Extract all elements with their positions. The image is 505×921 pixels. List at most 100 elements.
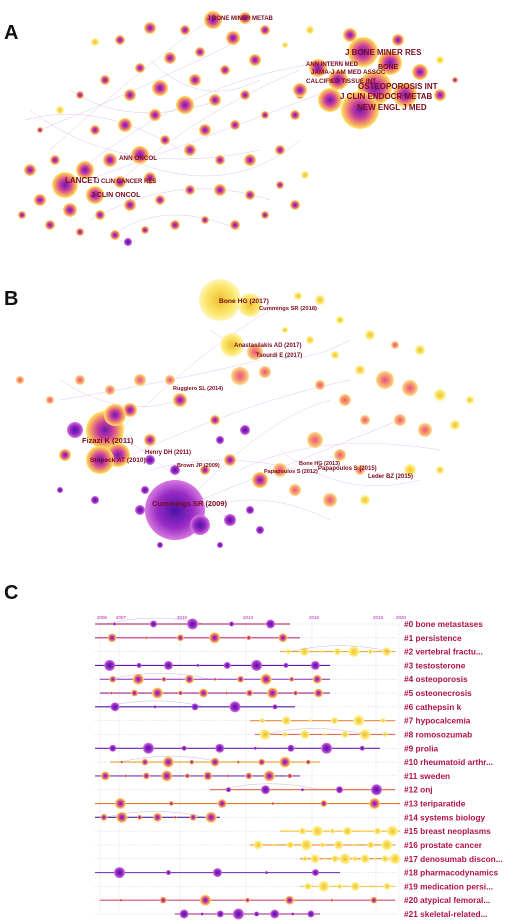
node-label: LANCET [65,176,98,185]
node-label: ANN ONCOL [119,155,157,162]
cluster-label: #9 prolia [404,743,439,753]
node-label: Brown JP (2009) [177,463,220,469]
row-node [110,702,120,712]
cluster-label: #5 osteonecrosis [404,688,472,698]
row-node [286,829,289,833]
cluster-label: #7 hypocalcemia [404,716,471,726]
row-node [331,855,339,863]
row-node [187,618,198,630]
row-node [353,843,357,847]
row-node [300,729,310,739]
row-node [318,880,330,892]
row-node [100,771,110,781]
row-node [161,770,173,782]
cluster-label: #2 vertebral fractu... [404,647,483,657]
row-node [162,756,174,768]
row-node [336,786,343,794]
panel-a-labels: J BONE MINER METAB J BONE MINER RES BONE… [65,16,438,199]
node-label: NEW ENGL J MED [357,103,427,112]
row-node [380,718,386,724]
row-node [196,663,200,667]
row-node [229,701,241,713]
row-node [367,649,373,655]
row-node [232,908,244,920]
cluster-label: #18 pharmacodynamics [404,868,498,878]
row-node [114,867,125,879]
row-node [184,773,190,779]
row-node [150,620,157,628]
row-arc [219,783,321,790]
row-node [361,829,364,833]
panel-c-gridlines [99,622,400,912]
row-node [217,799,227,809]
row-node [236,760,240,764]
row-arc [104,811,206,818]
year-label: 2007 [116,615,127,620]
row-node [360,854,370,864]
row-node [181,745,187,751]
row-node [279,756,291,768]
row-node [142,772,150,780]
year-label: 2016 [309,615,320,620]
cluster-label: #13 teriparatide [404,799,466,809]
row-node [209,632,221,644]
row-node [323,857,327,861]
row-node [382,647,392,657]
panel-c-years: 2006 2007 2010 2013 2016 2019 2020 [97,615,407,620]
row-node [312,825,323,837]
row-node [176,634,184,642]
row-node [229,621,234,627]
row-node [100,813,108,821]
row-node [281,716,291,726]
row-node [267,687,278,699]
row-node [334,840,344,850]
row-node [287,773,293,779]
row-node [245,897,250,903]
panel-a-network: J BONE MINER METAB J BONE MINER RES BONE… [18,11,458,246]
row-node [114,798,126,810]
row-node [109,744,117,752]
panel-c-cluster-labels: #0 bone metastases #1 persistence #2 ver… [404,619,503,919]
row-node [286,841,294,849]
node-label: J CLIN CANCER RES [96,179,156,185]
row-node [265,871,268,875]
row-node [245,772,253,780]
row-node [312,869,319,877]
row-node [283,662,289,668]
panel-b-labels: Bone HG (2017) Cummings SR (2018) Anasta… [82,298,413,508]
row-node [272,843,276,847]
cluster-label: #6 cathepsin k [404,702,462,712]
node-label: Leder BZ (2015) [368,474,413,480]
cluster-label: #15 breast neoplasms [404,826,491,836]
node-label: BONE [378,64,399,71]
row-node [272,704,278,710]
panel-b-network: Bone HG (2017) Cummings SR (2018) Anasta… [16,279,474,548]
row-node [305,759,311,765]
row-node [260,673,272,685]
row-node [216,910,224,918]
row-node [213,868,222,878]
cluster-label: #12 onj [404,785,433,795]
row-node [199,688,208,698]
row-node [142,742,154,754]
row-node [119,898,123,902]
row-node [113,622,116,626]
cluster-label: #4 osteoporosis [404,674,468,684]
panel-c-timeline: 2006 2007 2010 2013 2016 2019 2020 #0 bo… [95,615,503,920]
row-node [369,884,373,888]
row-node [307,910,315,918]
row-arc [264,728,366,735]
row-node [352,856,358,862]
row-node [370,896,378,904]
cluster-label: #1 persistence [404,633,462,643]
row-arc [119,755,221,763]
row-node [225,691,228,695]
row-node [320,842,325,848]
row-node [205,811,217,823]
row-node [184,674,194,684]
row-node [270,909,280,919]
row-node [341,730,349,738]
row-node [323,732,327,736]
row-node [153,705,157,709]
